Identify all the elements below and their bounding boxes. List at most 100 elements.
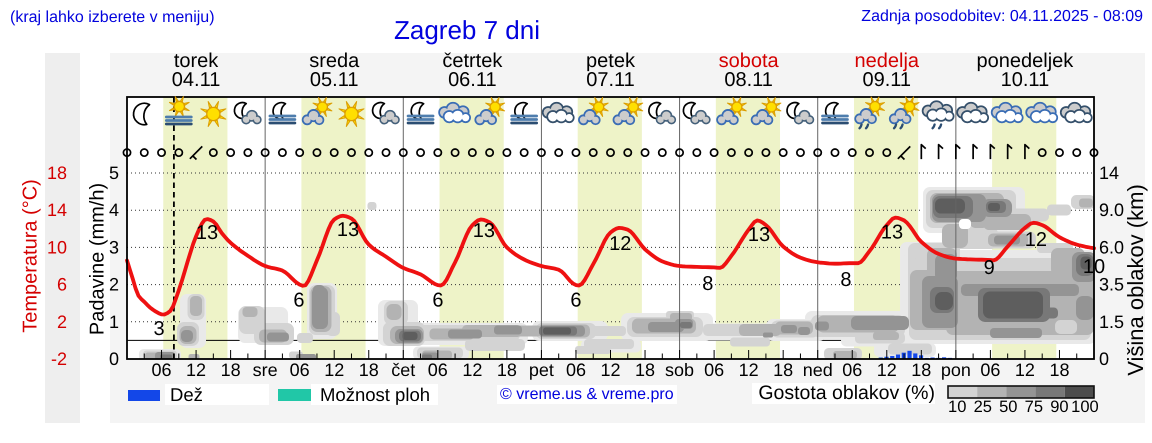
cloud-scale-value: 25 bbox=[974, 398, 992, 416]
x-axis-hour-label: 18 bbox=[911, 360, 931, 380]
x-axis-hour-label: 06 bbox=[980, 360, 1000, 380]
x-axis-hour-label: 18 bbox=[635, 360, 655, 380]
wind-calm bbox=[865, 148, 874, 158]
wind-calm bbox=[795, 148, 805, 158]
icon-sun-cloud bbox=[301, 97, 333, 126]
rain-bar bbox=[895, 354, 901, 359]
x-axis-hour-label: 18 bbox=[1049, 360, 1069, 380]
last-updated: Zadnja posodobitev: 04.11.2025 - 08:09 bbox=[861, 8, 1143, 25]
wind-symbols bbox=[122, 143, 1099, 161]
cloud-height-tick-label: 3.5 bbox=[1099, 275, 1124, 295]
weather-icons bbox=[132, 96, 1093, 130]
icon-cloud-day bbox=[990, 101, 1024, 124]
x-axis-day-abbrev: pon bbox=[941, 360, 971, 380]
wind-calm bbox=[640, 148, 650, 158]
wind-calm bbox=[139, 148, 149, 158]
icon-moon-cloud bbox=[233, 101, 262, 125]
icon-sun-cloud bbox=[474, 97, 506, 126]
wind-calm bbox=[588, 148, 598, 158]
x-axis-day-abbrev: sob bbox=[665, 360, 694, 380]
day-date: 04.11 bbox=[172, 69, 221, 91]
icon-sun-cloud bbox=[612, 97, 644, 126]
x-axis-hour-label: 12 bbox=[739, 360, 759, 380]
wind-calm bbox=[571, 148, 581, 158]
wind-calm bbox=[416, 148, 426, 158]
temperature-value-label: 8 bbox=[702, 273, 713, 295]
temp-tick-label: 14 bbox=[47, 200, 67, 220]
day-separators bbox=[173, 97, 957, 359]
rain-legend-label: Dež bbox=[165, 384, 269, 405]
day-date: 09.11 bbox=[862, 69, 911, 91]
x-axis-hour-label: 06 bbox=[704, 360, 724, 380]
wind-calm bbox=[1055, 148, 1064, 158]
temperature-value-label: 6 bbox=[570, 290, 581, 312]
wind-calm bbox=[744, 148, 754, 158]
wind-barb-n bbox=[1006, 143, 1013, 160]
cloud-height-tick-label: 0 bbox=[1099, 349, 1109, 369]
wind-calm bbox=[726, 148, 736, 158]
x-axis-hour-label: 06 bbox=[566, 360, 586, 380]
cloud-scale-value: 10 bbox=[948, 398, 966, 416]
wind-calm bbox=[243, 148, 253, 158]
day-date: 08.11 bbox=[724, 69, 773, 91]
x-axis-hour-label: 12 bbox=[462, 360, 482, 380]
wind-barb-n bbox=[920, 143, 927, 160]
icon-sun bbox=[338, 100, 365, 128]
wind-calm bbox=[778, 148, 788, 158]
temperature-value-label: 12 bbox=[1025, 229, 1047, 251]
wind-calm bbox=[329, 148, 339, 158]
icon-sun-fog bbox=[164, 96, 193, 126]
day-name: četrtek bbox=[442, 50, 503, 72]
temp-tick-label: 18 bbox=[47, 163, 67, 183]
x-axis-labels: 06 12 18 06 12 18 06 12 18 06 12 18 06 12 18 06 12 18 06 12… bbox=[152, 360, 1070, 380]
wind-calm bbox=[295, 148, 305, 158]
temperature-value-label: 3 bbox=[153, 318, 164, 340]
cloud-scale-value: 90 bbox=[1050, 398, 1068, 416]
icon-sun-cloud bbox=[750, 97, 782, 126]
wind-calm bbox=[208, 148, 218, 158]
wind-calm bbox=[554, 148, 564, 158]
day-name: petek bbox=[586, 50, 636, 72]
day-name: sobota bbox=[719, 50, 780, 72]
wind-calm bbox=[485, 148, 495, 158]
icon-moon-fog bbox=[268, 101, 297, 125]
precip-tick-label: 2 bbox=[109, 275, 119, 295]
day-date: 07.11 bbox=[586, 69, 635, 91]
precip-tick-label: 3 bbox=[109, 237, 119, 257]
icon-cloud-night-drizzle bbox=[921, 100, 955, 130]
wind-calm bbox=[606, 148, 615, 158]
wind-calm bbox=[381, 148, 391, 158]
location-hint: (kraj lahko izberete v meniju) bbox=[10, 9, 215, 26]
x-axis-hour-label: 12 bbox=[1015, 360, 1035, 380]
cloud-height-tick-label: 14 bbox=[1099, 163, 1119, 183]
wind-calm bbox=[226, 148, 236, 158]
copyright-text[interactable]: © vreme.us & vreme.pro bbox=[497, 385, 677, 404]
icon-moon-cloud bbox=[682, 101, 711, 125]
icon-moon bbox=[132, 102, 151, 126]
shower-legend-swatch bbox=[278, 389, 311, 401]
temperature-value-label: 13 bbox=[748, 224, 770, 246]
shower-legend-label: Možnost ploh bbox=[311, 384, 438, 405]
rain-legend-swatch bbox=[128, 390, 160, 401]
wind-calm bbox=[657, 148, 667, 158]
wind-calm bbox=[1089, 148, 1099, 158]
x-axis-hour-label: 18 bbox=[359, 360, 379, 380]
precipitation-axis-title: Padavine (mm/h) bbox=[86, 182, 109, 336]
wind-calm bbox=[364, 148, 374, 158]
rain-bar bbox=[913, 353, 918, 359]
temperature-curve bbox=[125, 213, 1096, 317]
x-axis-day-abbrev: ned bbox=[803, 360, 833, 380]
cloud-density-shading bbox=[138, 186, 1094, 359]
x-axis-hour-label: 12 bbox=[877, 360, 897, 380]
icon-moon-fog bbox=[406, 101, 435, 125]
wind-calm bbox=[260, 148, 270, 158]
day-name: torek bbox=[174, 50, 219, 72]
day-date: 05.11 bbox=[310, 69, 359, 91]
wind-calm bbox=[347, 148, 356, 158]
page-title: Zagreb 7 dni bbox=[394, 15, 540, 45]
wind-calm bbox=[813, 148, 823, 158]
x-axis-hour-label: 18 bbox=[221, 360, 241, 380]
day-name: nedelja bbox=[855, 50, 920, 72]
